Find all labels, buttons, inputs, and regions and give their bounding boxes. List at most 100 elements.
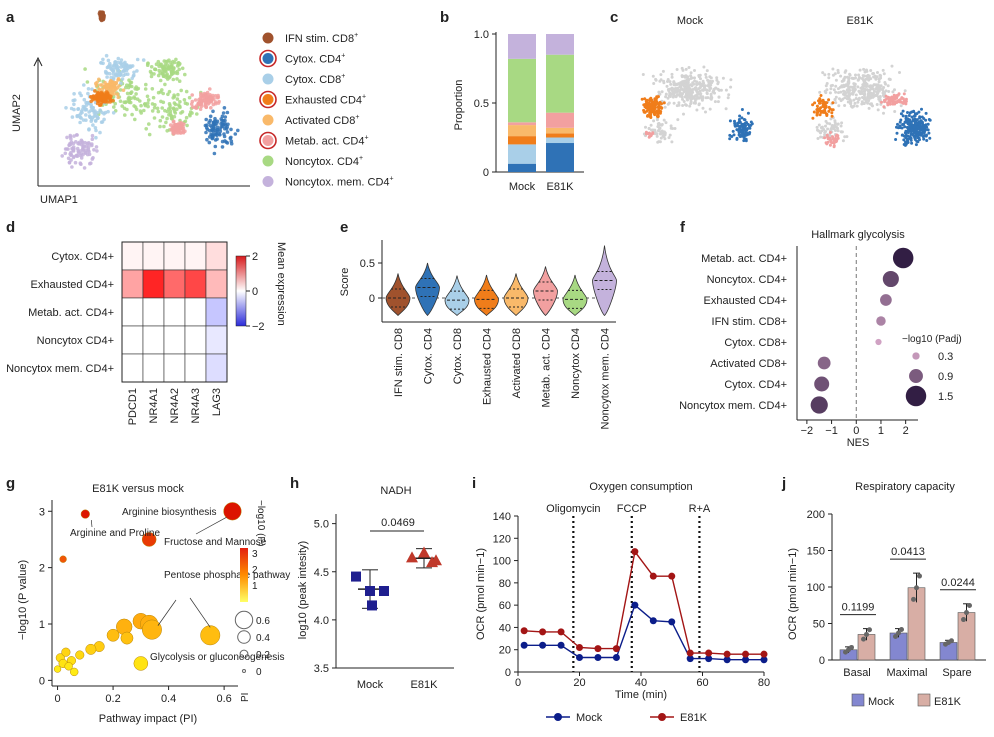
stack-segment: [546, 143, 574, 172]
resp-legend-label: Mock: [868, 696, 895, 708]
umap-point: [90, 143, 94, 148]
heatmap-row-label: Exhausted CD4+: [31, 279, 114, 291]
umap-c-point: [824, 104, 828, 108]
umap-point: [82, 166, 87, 170]
umap-point: [177, 79, 182, 83]
umap-point: [85, 152, 90, 157]
umap-point: [143, 87, 148, 91]
heatmap-cell: [163, 241, 186, 271]
umap-point: [123, 63, 128, 68]
umap-c-point: [831, 101, 835, 105]
umap-c-point: [728, 137, 732, 141]
umap-point: [86, 149, 90, 153]
umap-c-point: [862, 80, 866, 84]
panel-h: h NADH log10 (peak intesity) 3.5 4.0 4.5 5.…: [290, 475, 454, 691]
umap-point: [223, 139, 227, 143]
umap-point: [68, 152, 72, 156]
umap-point: [163, 82, 167, 87]
panel-a: a UMAP2 UMAP1 IFN stim. CD8+ Cytox. CD4+ C…: [6, 9, 394, 206]
umap-c-point: [682, 88, 686, 92]
umap-c-point: [869, 93, 873, 97]
umap-point: [175, 126, 179, 130]
umap-c-point: [671, 95, 675, 99]
panel-letter-d: d: [6, 219, 15, 236]
umap-point: [216, 93, 220, 98]
umap-point: [178, 62, 182, 66]
umap-c-point: [904, 136, 908, 140]
umap-c-point: [663, 105, 667, 109]
umap-point: [212, 151, 217, 156]
umap-c-point: [828, 133, 832, 137]
umap-point: [171, 77, 176, 82]
umap-c-point: [866, 93, 870, 97]
umap-point: [66, 156, 71, 161]
umap-point: [109, 66, 113, 71]
umap-c-point: [839, 90, 843, 94]
umap-c-point: [701, 79, 705, 83]
umap-point: [160, 88, 164, 92]
umap-point: [69, 106, 74, 111]
umap-point: [143, 103, 148, 108]
umap-point: [134, 85, 138, 89]
umap-c-point: [694, 94, 697, 98]
nes-dot: [817, 356, 831, 370]
umap-point: [115, 71, 119, 75]
umap-c-point: [709, 97, 713, 100]
umap-point: [95, 116, 100, 121]
umap-c-point: [819, 94, 823, 97]
resp-point: [899, 626, 904, 632]
umap-c-point: [709, 83, 713, 87]
umap-c-point: [862, 89, 866, 93]
f-category-label: Cytox. CD4+: [724, 379, 787, 391]
umap-c-point: [640, 97, 644, 101]
umap-point: [233, 132, 238, 136]
umap-c-point: [645, 105, 649, 109]
umap-point: [104, 92, 109, 97]
heatmap-cell: [121, 297, 144, 327]
umap-c-point: [853, 83, 857, 87]
heatmap-column-label: NR4A2: [169, 388, 181, 423]
heatmap-cell: [163, 353, 186, 383]
umap-y-arrow: [33, 56, 43, 67]
j-ytick-label: 100: [807, 582, 825, 594]
umap-point: [171, 120, 176, 124]
umap-c-point: [668, 80, 672, 84]
umap-c-point: [696, 91, 700, 95]
umap-c-point: [664, 92, 668, 96]
pathway-dot: [200, 625, 221, 646]
umap-c-point: [920, 126, 924, 130]
annotation-arginine-biosynthesis: Arginine biosynthesis: [122, 507, 217, 518]
heatmap-cell: [184, 325, 207, 355]
violin: [474, 274, 499, 317]
umap-c-point: [673, 88, 677, 92]
legend-sup: +: [341, 73, 345, 80]
umap-point: [118, 99, 123, 103]
umap-point: [93, 119, 98, 123]
umap-c-point: [681, 68, 685, 72]
resp-category-label: Spare: [942, 667, 971, 679]
umap-c-point: [818, 113, 822, 117]
umap-c-point: [666, 96, 670, 100]
umap-c-point: [837, 91, 840, 95]
umap-point: [96, 110, 100, 115]
umap-point: [153, 67, 158, 72]
umap-c-point: [922, 134, 926, 137]
umap-c-point: [704, 110, 707, 114]
umap-c-point: [726, 96, 730, 100]
umap-c-point: [698, 86, 702, 90]
umap-point: [112, 80, 116, 85]
umap-c-point: [922, 124, 926, 127]
umap-point: [148, 69, 153, 74]
umap-c-point: [916, 140, 920, 144]
umap-c-point: [900, 100, 904, 104]
umap-c-point: [839, 124, 843, 128]
umap-c-point: [927, 131, 931, 135]
umap-c-point: [731, 129, 735, 133]
g-size-legend-dot: [237, 630, 251, 644]
legend-label: Metab. act. CD4+: [285, 135, 369, 148]
heatmap-cell: [184, 353, 207, 383]
ocr-point: [668, 572, 676, 580]
umap-point: [116, 78, 120, 82]
f-xtick-label: −1: [825, 425, 838, 437]
j-ytick-label: 50: [813, 619, 825, 631]
